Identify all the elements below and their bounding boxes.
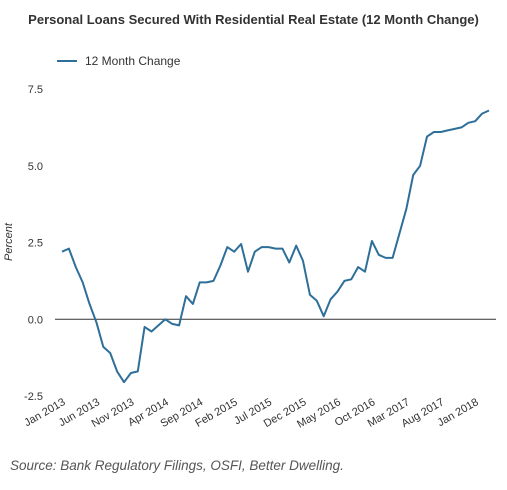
- y-tick-label: 7.5: [28, 84, 43, 96]
- chart-title: Personal Loans Secured With Residential …: [28, 12, 479, 27]
- legend-label[interactable]: 12 Month Change: [85, 54, 181, 68]
- y-axis-label: Percent: [3, 222, 15, 261]
- plot-area: [55, 109, 496, 384]
- y-axis-ticks: -2.5 0.0 2.5 5.0 7.5: [24, 84, 43, 403]
- y-tick-label: -2.5: [24, 391, 43, 403]
- y-tick-label: 0.0: [28, 314, 43, 326]
- y-tick-label: 5.0: [28, 161, 43, 173]
- y-tick-label: 2.5: [28, 238, 43, 250]
- series-line: [61, 109, 490, 384]
- source-note: Source: Bank Regulatory Filings, OSFI, B…: [10, 458, 344, 473]
